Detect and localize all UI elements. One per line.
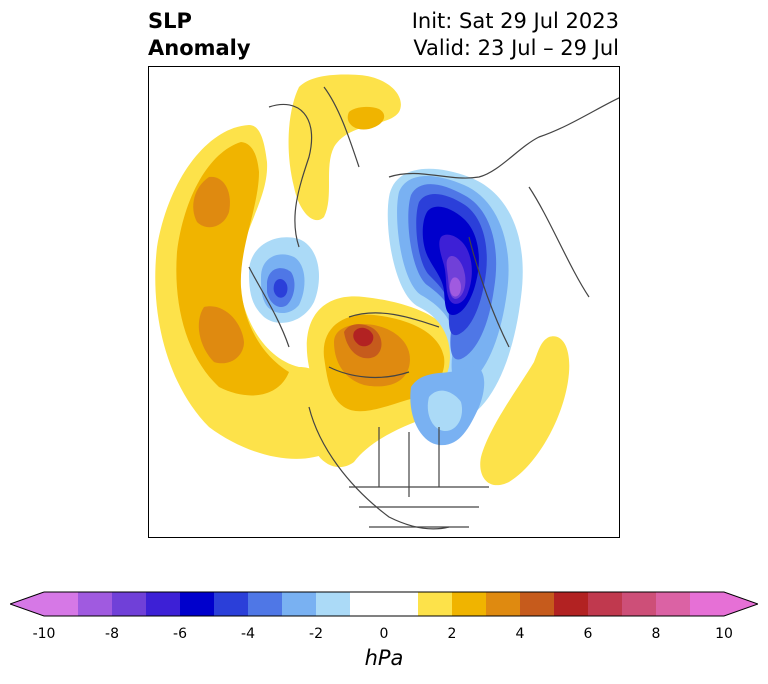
colorbar-tick-label: -6 <box>173 626 187 642</box>
colorbar-tick-label: 10 <box>715 626 733 642</box>
colorbar-tick-label: 2 <box>447 626 457 642</box>
colorbar-cell <box>486 592 520 616</box>
colorbar-cell <box>214 592 248 616</box>
colorbar-cell <box>180 592 214 616</box>
positive-anomaly-europe <box>288 74 401 221</box>
colorbar-tick-label: -8 <box>105 626 119 642</box>
valid-period: Valid: 23 Jul – 29 Jul <box>413 36 619 60</box>
anomaly-map <box>155 74 619 530</box>
colorbar-cell <box>350 592 418 616</box>
map-outlines <box>248 86 619 530</box>
colorbar-cell <box>282 592 316 616</box>
colorbar-cell <box>656 592 690 616</box>
colorbar-unit-label: hPa <box>364 646 404 670</box>
colorbar-tick-label: 0 <box>379 626 389 642</box>
colorbar-cell <box>622 592 656 616</box>
colorbar-cell <box>520 592 554 616</box>
colorbar-cells <box>44 592 724 616</box>
negative-anomaly-north-atlantic <box>410 366 485 446</box>
colorbar-tick-label: -4 <box>241 626 255 642</box>
title-line-2: Anomaly <box>148 36 251 60</box>
colorbar-outline <box>10 591 758 617</box>
colorbar-cell <box>248 592 282 616</box>
colorbar-cell <box>316 592 350 616</box>
positive-anomaly-atlantic <box>480 336 570 486</box>
colorbar-cell <box>690 592 724 616</box>
colorbar-cell <box>418 592 452 616</box>
chart-title: SLP Anomaly <box>148 8 251 62</box>
colorbar-cell <box>78 592 112 616</box>
colorbar-cell <box>146 592 180 616</box>
colorbar-tick-label: -10 <box>32 626 56 642</box>
map-panel <box>148 66 620 538</box>
negative-anomaly-bering <box>249 237 319 323</box>
colorbar-under-extension <box>10 592 44 616</box>
colorbar <box>10 591 758 617</box>
colorbar-cell <box>112 592 146 616</box>
run-info: Init: Sat 29 Jul 2023 Valid: 23 Jul – 29… <box>412 8 619 62</box>
negative-anomaly-siberia <box>387 168 523 420</box>
colorbar-tick-label: 8 <box>651 626 661 642</box>
colorbar-cell <box>588 592 622 616</box>
colorbar-tick-label: 4 <box>515 626 525 642</box>
positive-anomaly-north-pacific <box>155 125 338 459</box>
colorbar-cell <box>452 592 486 616</box>
title-line-1: SLP <box>148 9 192 33</box>
init-time: Init: Sat 29 Jul 2023 <box>411 9 619 33</box>
colorbar-tick-label: -2 <box>309 626 323 642</box>
colorbar-cell <box>44 592 78 616</box>
colorbar-over-extension <box>724 592 758 616</box>
colorbar-cell <box>554 592 588 616</box>
colorbar-tick-label: 6 <box>583 626 593 642</box>
positive-anomaly-canada <box>306 296 462 468</box>
